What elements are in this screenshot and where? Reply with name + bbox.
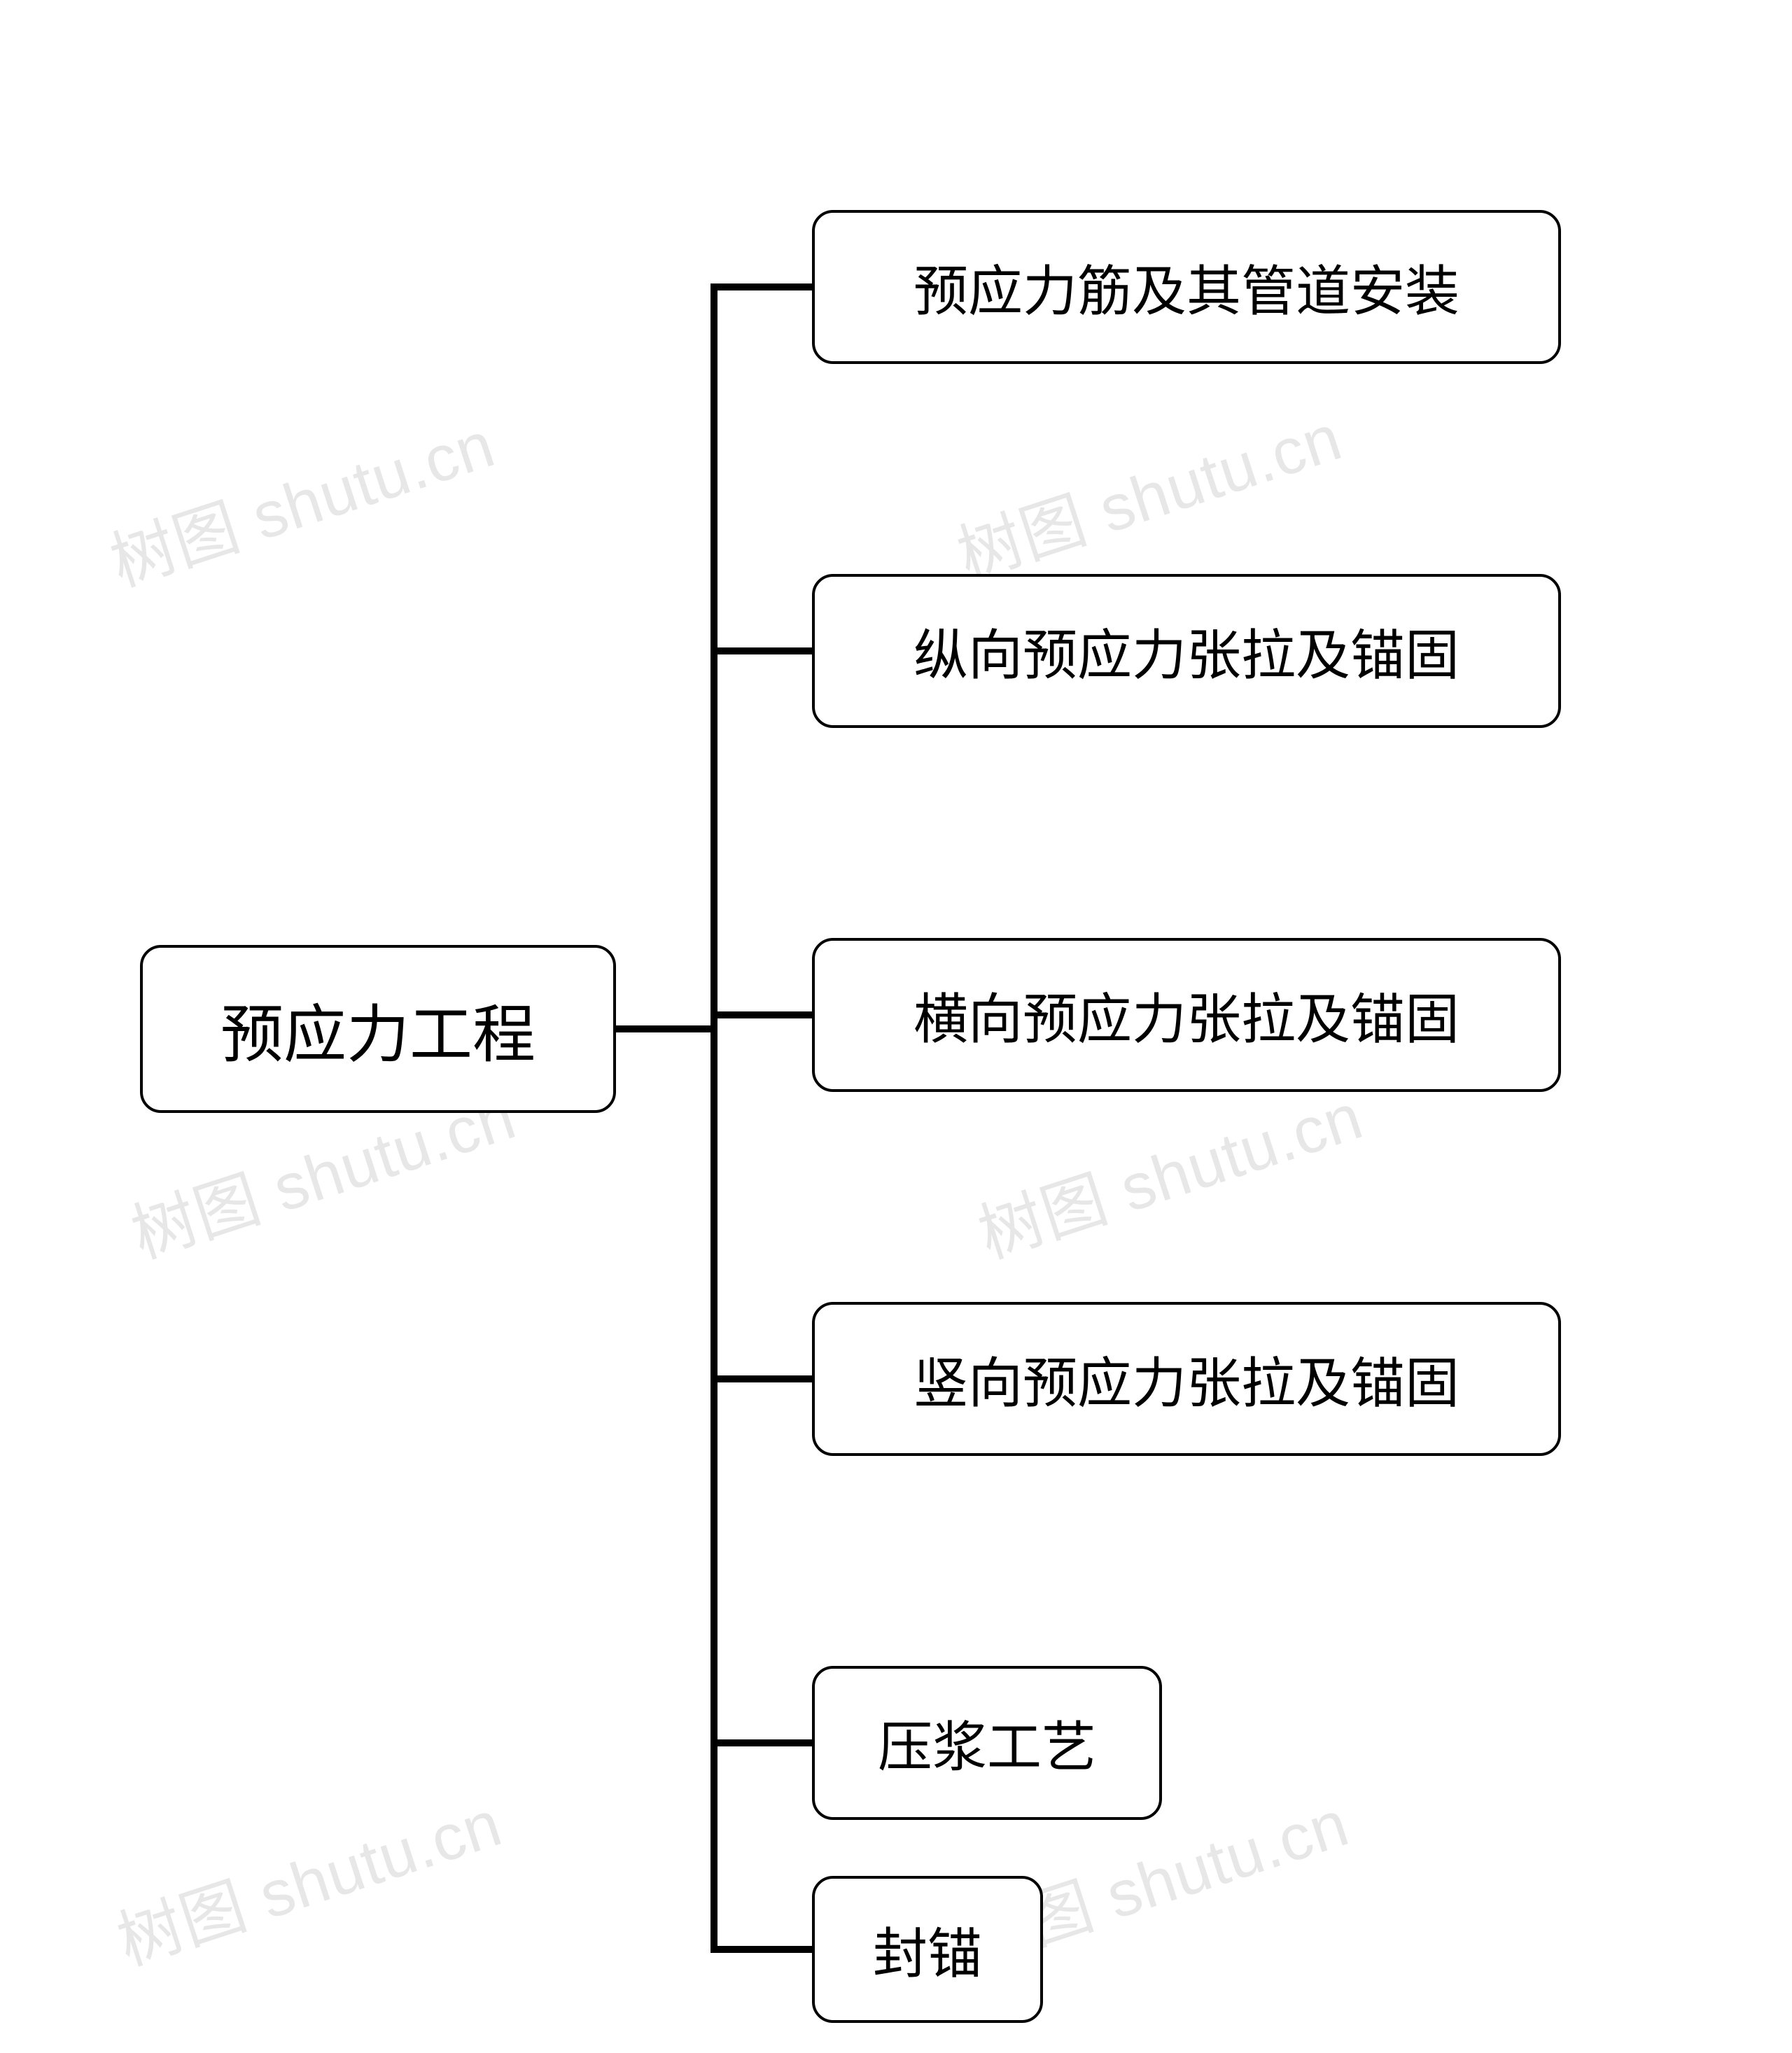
child-label: 预应力筋及其管道安装 <box>913 248 1460 326</box>
diagram-canvas: 树图 shutu.cn 树图 shutu.cn 树图 shutu.cn 树图 shut… <box>0 0 1792 2053</box>
child-label: 竖向预应力张拉及锚固 <box>913 1340 1460 1418</box>
root-label: 预应力工程 <box>220 983 536 1074</box>
child-label: 封锚 <box>873 1910 982 1989</box>
watermark: 树图 shutu.cn <box>97 393 505 604</box>
child-node: 横向预应力张拉及锚固 <box>812 938 1561 1092</box>
root-node: 预应力工程 <box>140 945 616 1113</box>
watermark: 树图 shutu.cn <box>104 1772 512 1983</box>
child-node: 竖向预应力张拉及锚固 <box>812 1302 1561 1456</box>
child-node: 纵向预应力张拉及锚固 <box>812 574 1561 728</box>
watermark: 树图 shutu.cn <box>944 386 1352 597</box>
child-label: 压浆工艺 <box>878 1704 1096 1782</box>
child-node: 封锚 <box>812 1876 1043 2023</box>
child-label: 横向预应力张拉及锚固 <box>913 976 1460 1054</box>
child-node: 压浆工艺 <box>812 1666 1162 1820</box>
child-node: 预应力筋及其管道安装 <box>812 210 1561 364</box>
watermark: 树图 shutu.cn <box>965 1065 1373 1276</box>
child-label: 纵向预应力张拉及锚固 <box>913 612 1460 690</box>
